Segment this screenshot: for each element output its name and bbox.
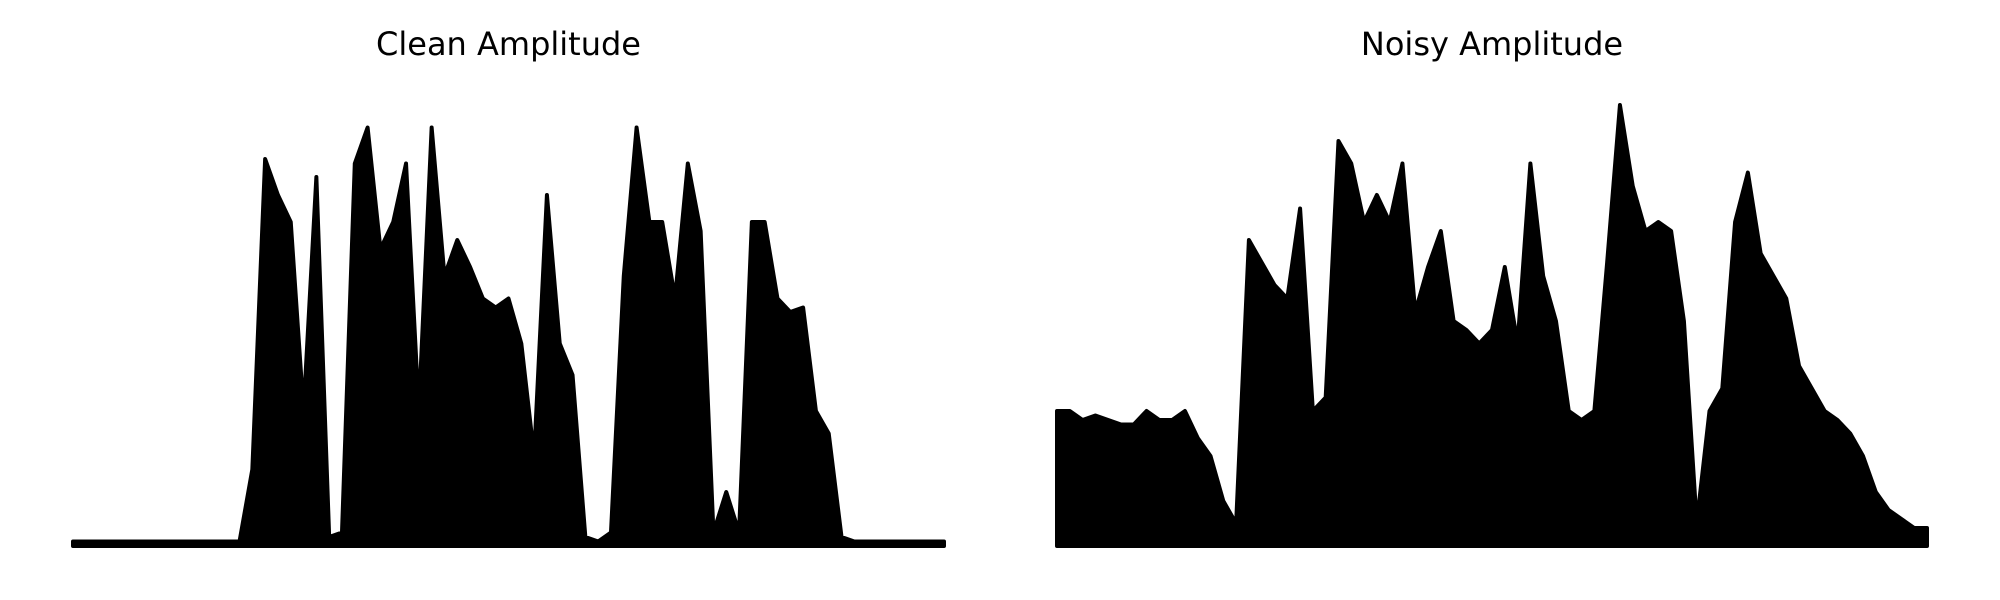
chart-title: Noisy Amplitude bbox=[1361, 25, 1623, 63]
chart-title: Clean Amplitude bbox=[376, 25, 641, 63]
amplitude-area bbox=[1055, 103, 1929, 548]
amplitude-area bbox=[71, 125, 946, 548]
